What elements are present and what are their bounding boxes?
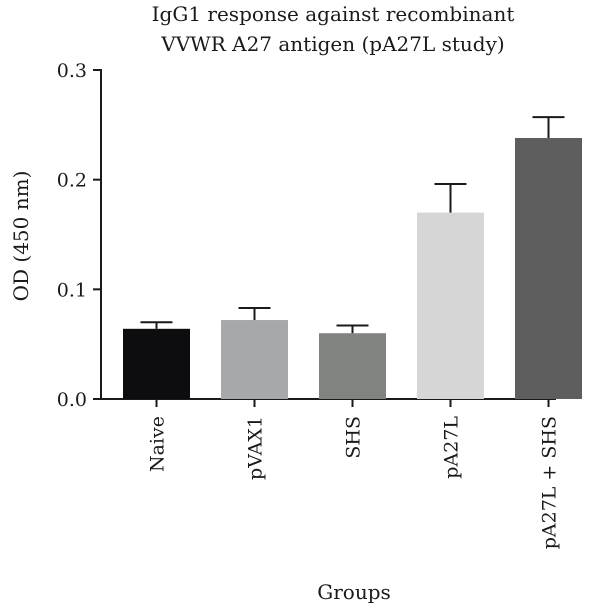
x-tick-label: pA27L + SHS (539, 416, 561, 549)
y-tick-label: 0.0 (57, 389, 87, 411)
x-tick-label: pVAX1 (245, 416, 267, 480)
bar (319, 333, 386, 399)
chart-title-line-1: IgG1 response against recombinant (152, 2, 515, 26)
plot-area: 0.0 0.1 0.2 0.3 Naive pVAX1 SHS pA27L pA27L + SH… (57, 60, 582, 549)
y-tick-label: 0.2 (57, 170, 87, 192)
y-axis-label: OD (450 nm) (9, 171, 33, 302)
chart-title-line-2: VVWR A27 antigen (pA27L study) (160, 32, 504, 56)
y-tick-label: 0.1 (57, 279, 87, 301)
bar (221, 320, 288, 399)
y-tick-label: 0.3 (57, 60, 87, 82)
bar (417, 212, 484, 399)
bar (123, 328, 190, 399)
bar (515, 137, 582, 399)
x-axis-label: Groups (317, 580, 391, 604)
x-tick-label: Naive (147, 416, 169, 472)
x-tick-label: pA27L (441, 416, 463, 479)
x-tick-label: SHS (343, 416, 365, 459)
